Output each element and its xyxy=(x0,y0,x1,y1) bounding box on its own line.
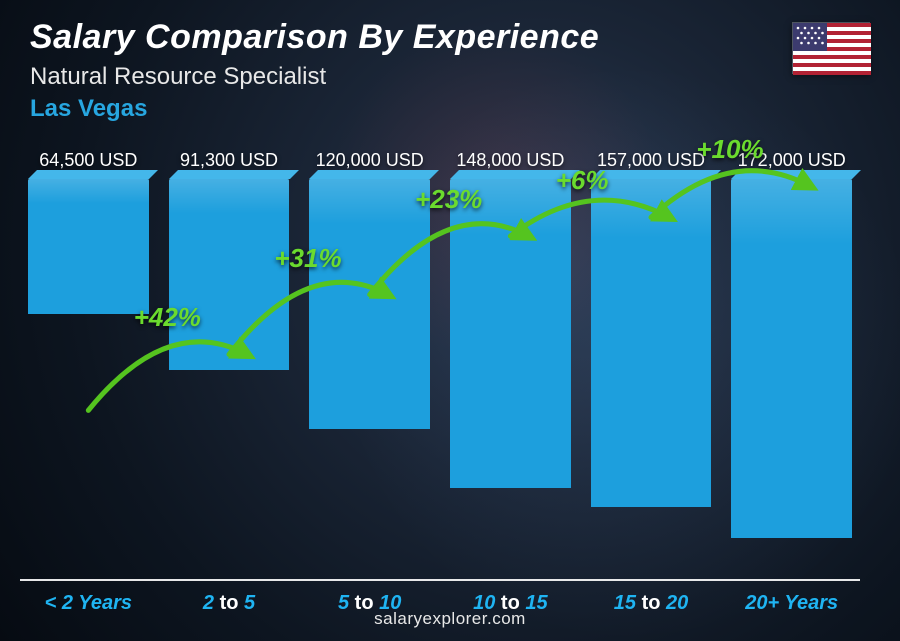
bar-column: 64,500 USD< 2 Years xyxy=(28,150,149,579)
chart-title: Salary Comparison By Experience xyxy=(30,18,599,57)
bar xyxy=(169,179,290,370)
bar-column: 157,000 USD15 to 20 xyxy=(591,150,712,579)
bar-column: 91,300 USD2 to 5 xyxy=(169,150,290,579)
header-block: Salary Comparison By Experience Natural … xyxy=(30,18,599,123)
growth-pct-label: +6% xyxy=(556,165,609,196)
bar-value-label: 157,000 USD xyxy=(597,150,705,171)
bar-value-label: 91,300 USD xyxy=(180,150,278,171)
bar-value-label: 120,000 USD xyxy=(316,150,424,171)
bar-value-label: 64,500 USD xyxy=(39,150,137,171)
bar xyxy=(731,179,852,538)
bar xyxy=(309,179,430,429)
bar xyxy=(450,179,571,488)
growth-pct-label: +31% xyxy=(274,243,341,274)
growth-pct-label: +42% xyxy=(134,302,201,333)
chart-subtitle: Natural Resource Specialist xyxy=(30,63,599,91)
bar xyxy=(28,179,149,314)
chart-baseline xyxy=(20,579,860,581)
bar-value-label: 148,000 USD xyxy=(456,150,564,171)
growth-pct-label: +10% xyxy=(696,134,763,165)
bar-column: 172,000 USD20+ Years xyxy=(731,150,852,579)
chart-stage: Salary Comparison By Experience Natural … xyxy=(0,0,900,641)
chart-location: Las Vegas xyxy=(30,95,599,123)
bar xyxy=(591,179,712,507)
growth-pct-label: +23% xyxy=(415,184,482,215)
flag-icon xyxy=(792,22,870,74)
bar-column: 120,000 USD5 to 10 xyxy=(309,150,430,579)
footer-attribution: salaryexplorer.com xyxy=(0,609,900,629)
